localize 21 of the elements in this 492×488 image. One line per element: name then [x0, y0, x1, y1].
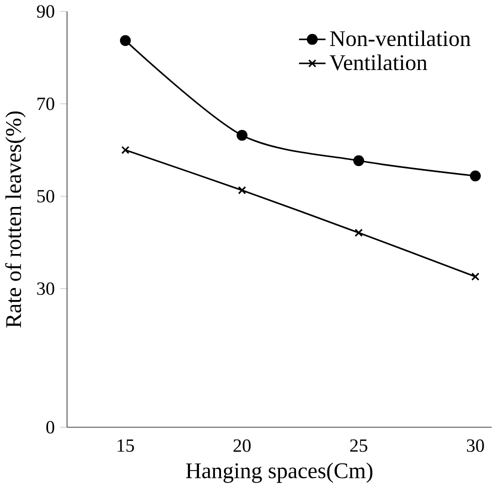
x-tick-label: 25 — [350, 439, 368, 452]
legend-label: Non-ventilation — [330, 30, 471, 46]
y-tick-label: 30 — [37, 282, 54, 295]
y-tick-label: 70 — [38, 98, 54, 110]
point — [353, 155, 364, 166]
point — [471, 272, 480, 281]
x-tick-label: 20 — [234, 439, 251, 452]
point — [121, 146, 130, 154]
point — [120, 35, 131, 46]
point — [236, 130, 248, 141]
y-axis-title: Rate of rotten leaves(%) — [5, 111, 26, 328]
point — [354, 228, 363, 237]
y-tick-label: 90 — [36, 5, 54, 18]
point — [238, 186, 246, 194]
x-tick-label: 15 — [118, 439, 134, 452]
legend-label: Ventilation — [330, 54, 428, 70]
point — [470, 170, 481, 182]
y-tick-label: 0 — [46, 420, 54, 434]
y-tick-label: 50 — [37, 190, 54, 202]
x-axis-title: Hanging spaces(Cm) — [186, 462, 372, 483]
x-tick-label: 30 — [466, 439, 484, 452]
